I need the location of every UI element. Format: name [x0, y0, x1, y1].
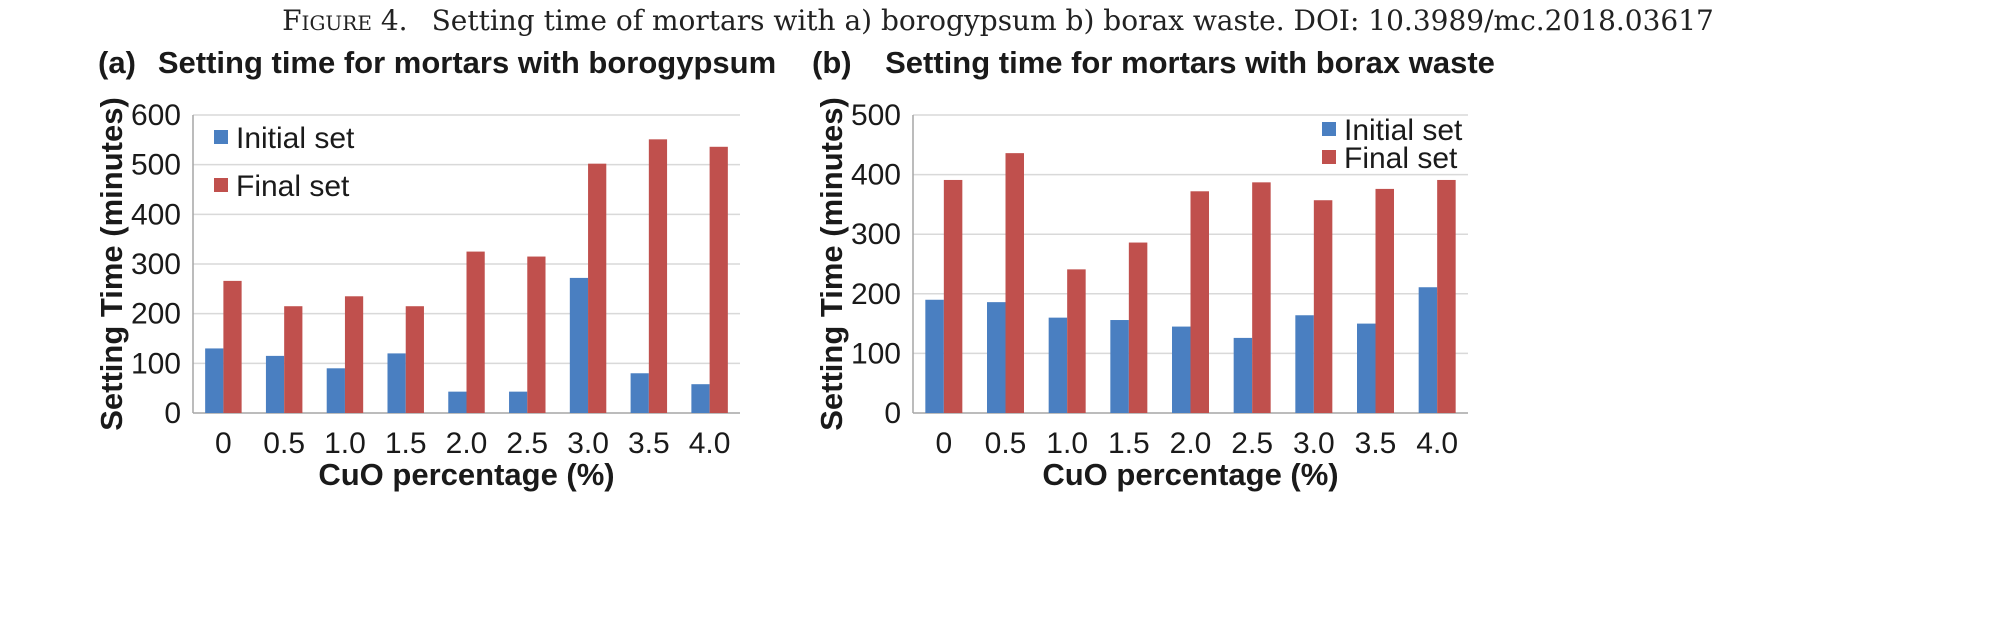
bar-final-set [1005, 153, 1024, 414]
bar-final-set [466, 251, 485, 413]
y-tick-label: 600 [131, 99, 181, 132]
figure-caption-text: Setting time of mortars with a) borogyps… [431, 3, 1714, 37]
y-tick-label: 500 [131, 149, 181, 182]
x-tick-label: 2.5 [506, 427, 548, 460]
y-tick-label: 400 [851, 159, 901, 192]
bar-final-set [943, 179, 963, 413]
y-tick-label: 300 [851, 218, 901, 251]
bar-final-set [588, 163, 607, 413]
bar-initial-set [987, 302, 1006, 413]
bar-initial-set [1048, 317, 1068, 413]
chart-title: Setting time for mortars with borax wast… [885, 45, 1495, 80]
x-tick-label: 1.5 [385, 427, 427, 460]
legend: Initial set Final set [214, 122, 355, 203]
legend-swatch [214, 130, 228, 144]
figure-number: Figure 4. [282, 3, 408, 37]
y-tick-label: 500 [851, 99, 901, 132]
bar-initial-set [509, 391, 528, 413]
bar-final-set [527, 256, 546, 413]
bar-final-set [648, 139, 668, 413]
bar-initial-set [569, 277, 589, 413]
x-axis-label: CuO percentage (%) [318, 457, 614, 492]
x-tick-label: 1.0 [324, 427, 366, 460]
bar-final-set [1067, 269, 1086, 413]
bar-final-set [223, 280, 242, 413]
x-tick-label: 0 [935, 427, 952, 460]
bar-final-set [709, 146, 728, 413]
bar-final-set [344, 296, 364, 413]
bar-initial-set [1418, 287, 1438, 413]
bar-final-set [405, 306, 424, 413]
bar-final-set [284, 306, 303, 413]
y-tick-label: 100 [851, 337, 901, 370]
x-tick-label: 0.5 [985, 427, 1027, 460]
chart-title: Setting time for mortars with borogypsum [158, 45, 776, 80]
bar-initial-set [1233, 337, 1253, 413]
bar-initial-set [265, 355, 285, 413]
y-tick-label: 0 [884, 397, 901, 430]
bar-initial-set [387, 353, 406, 413]
y-tick-label: 200 [851, 278, 901, 311]
legend-swatch [1322, 122, 1336, 136]
bar-initial-set [1110, 320, 1129, 413]
bar-final-set [1313, 200, 1333, 413]
x-tick-label: 3.5 [1355, 427, 1397, 460]
x-tick-label: 0 [215, 427, 232, 460]
x-tick-label: 3.5 [628, 427, 670, 460]
bar-initial-set [326, 368, 345, 413]
x-axis-label: CuO percentage (%) [1042, 457, 1338, 492]
figure-caption: Figure 4. Setting time of mortars with a… [0, 0, 1996, 40]
x-tick-label: 0.5 [263, 427, 305, 460]
bar-final-set [1190, 191, 1209, 413]
x-tick-label: 1.5 [1108, 427, 1150, 460]
bar-initial-set [691, 384, 710, 413]
bar-initial-set [448, 391, 467, 413]
chart-panel-a: (a) Setting time for mortars with borogyp… [94, 45, 776, 492]
x-tick-label: 3.0 [1293, 427, 1335, 460]
x-tick-label: 2.5 [1231, 427, 1273, 460]
y-axis-label: Setting Time (minutes) [814, 97, 849, 431]
bar-initial-set [630, 373, 649, 413]
chart-panel-b: (b) Setting time for mortars with borax w… [812, 45, 1495, 492]
legend-label: Initial set [1344, 114, 1463, 147]
y-tick-label: 200 [131, 298, 181, 331]
bar-initial-set [925, 299, 944, 413]
y-tick-label: 400 [131, 198, 181, 231]
bar-final-set [1375, 188, 1394, 413]
legend-label: Final set [236, 170, 350, 203]
bar-initial-set [1172, 326, 1191, 413]
legend-swatch [214, 178, 228, 192]
bar-final-set [1252, 182, 1271, 413]
legend-swatch [1322, 150, 1336, 164]
y-tick-label: 100 [131, 347, 181, 380]
y-tick-label: 300 [131, 248, 181, 281]
x-tick-label: 2.0 [446, 427, 488, 460]
x-tick-label: 3.0 [567, 427, 609, 460]
bar-initial-set [1357, 323, 1376, 413]
x-tick-label: 1.0 [1046, 427, 1088, 460]
legend-label: Initial set [236, 122, 355, 155]
y-axis-label: Setting Time (minutes) [94, 97, 129, 431]
x-tick-label: 4.0 [1416, 427, 1458, 460]
x-tick-label: 4.0 [689, 427, 731, 460]
legend-label: Final set [1344, 142, 1458, 175]
x-tick-label: 2.0 [1170, 427, 1212, 460]
panel-label: (b) [812, 45, 852, 80]
y-tick-label: 0 [164, 397, 181, 430]
bar-initial-set [1295, 315, 1314, 413]
bar-initial-set [205, 348, 224, 413]
panel-label: (a) [98, 45, 136, 80]
bar-final-set [1128, 242, 1148, 413]
bar-final-set [1437, 179, 1456, 413]
